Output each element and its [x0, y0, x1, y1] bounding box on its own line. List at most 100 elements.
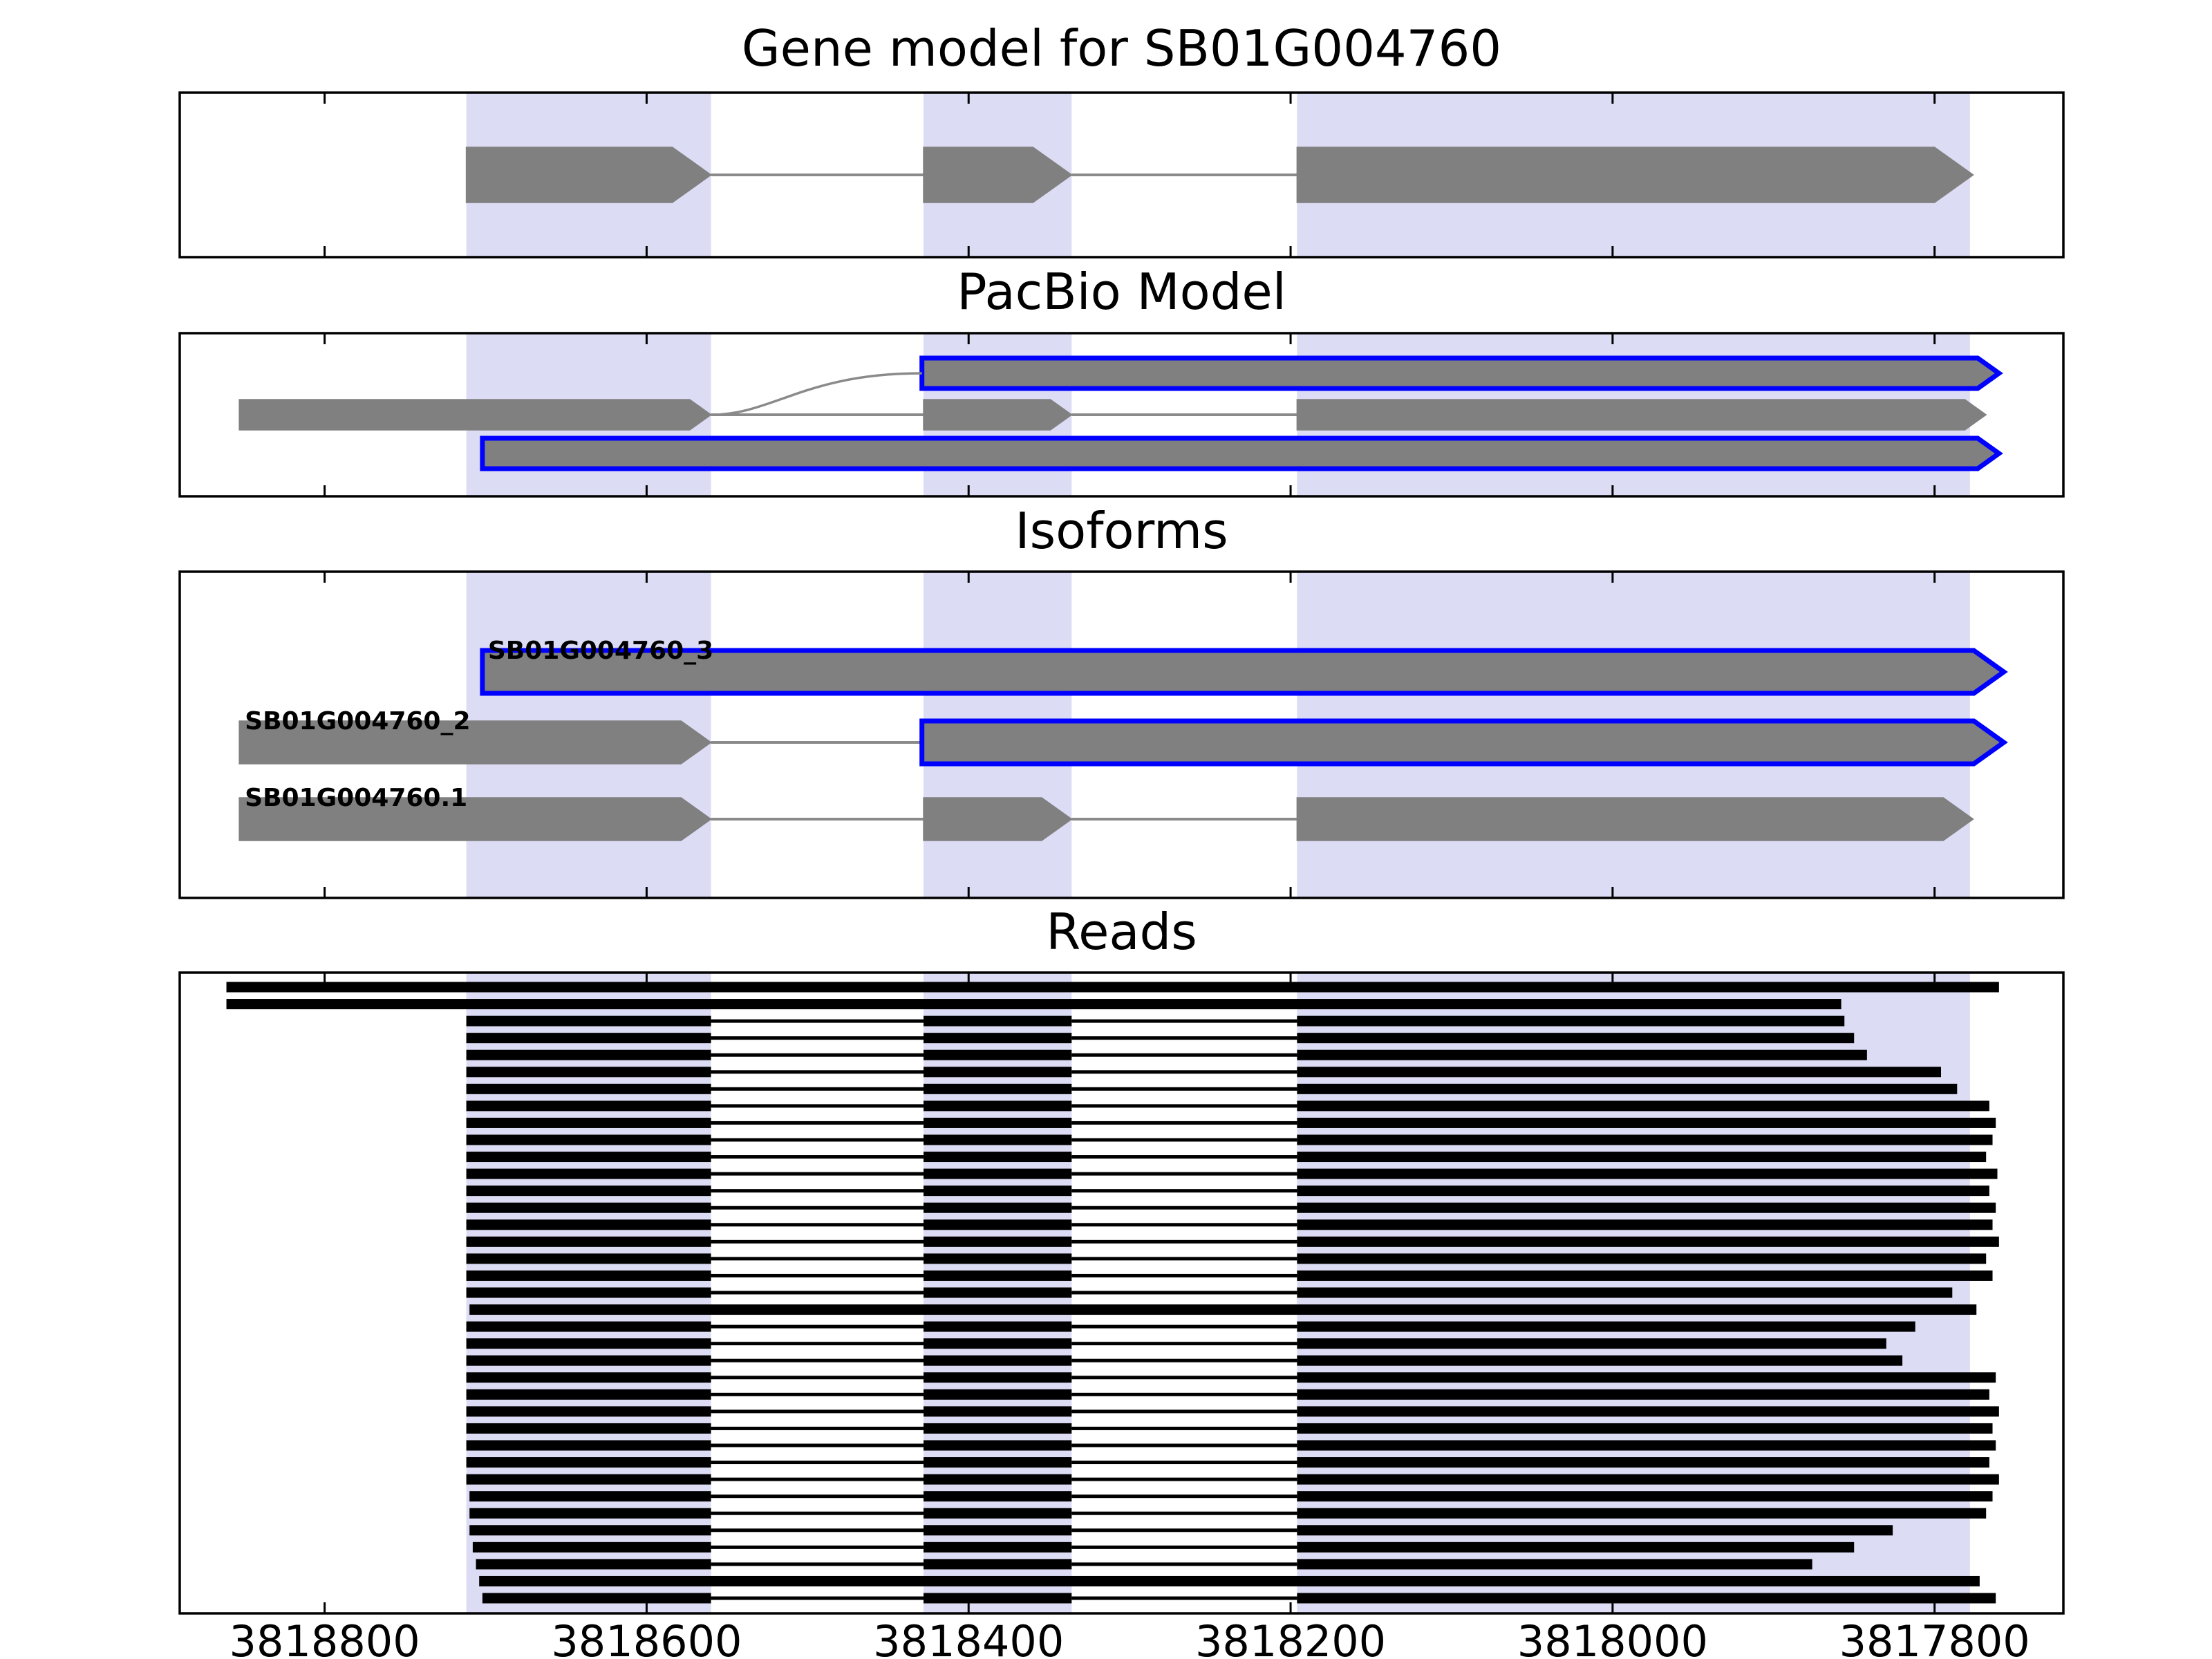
read-exon-bar: [466, 1015, 711, 1027]
read-exon-bar: [469, 1491, 711, 1502]
read-intron-line: [711, 1511, 924, 1515]
read-exon-bar: [1297, 1440, 1996, 1451]
read-exon-bar: [469, 1525, 711, 1536]
read-intron-line: [1071, 1138, 1297, 1142]
panel-border: [178, 332, 2065, 498]
read-exon-bar: [466, 1287, 711, 1298]
read-exon-bar: [1297, 1508, 1987, 1519]
read-exon-bar: [924, 1338, 1072, 1349]
read-intron-line: [711, 1461, 924, 1465]
read-intron-line: [1071, 1426, 1297, 1430]
read-exon-bar: [466, 1100, 711, 1112]
read-intron-line: [1071, 1392, 1297, 1396]
read-exon-bar: [466, 1355, 711, 1366]
read-intron-line: [711, 1596, 924, 1600]
read-intron-line: [1071, 1036, 1297, 1040]
read-exon-bar: [1297, 1134, 1993, 1145]
read-intron-line: [711, 1392, 924, 1396]
read-intron-line: [711, 1104, 924, 1108]
read-exon-bar: [466, 1423, 711, 1434]
exon-box: [465, 147, 712, 203]
read-intron-line: [711, 1545, 924, 1549]
read-exon-bar: [466, 1253, 711, 1264]
read-intron-line: [1071, 1511, 1297, 1515]
read-exon-bar: [1297, 1067, 1941, 1078]
read-intron-line: [1071, 1409, 1297, 1414]
panel-title-gene-model: Gene model for SB01G004760: [741, 19, 1502, 77]
read-intron-line: [1071, 1206, 1297, 1210]
read-intron-line: [1071, 1019, 1297, 1023]
read-intron-line: [1071, 1376, 1297, 1380]
read-intron-line: [711, 1562, 924, 1566]
read-exon-bar: [924, 1067, 1072, 1078]
read-exon-bar: [226, 999, 1841, 1010]
x-tick-label: 3818800: [229, 1616, 420, 1659]
read-exon-bar: [1297, 1185, 1989, 1197]
read-intron-line: [1071, 1070, 1297, 1074]
read-exon-bar: [924, 1236, 1072, 1247]
read-exon-bar: [1297, 1559, 1812, 1570]
read-exon-bar: [1297, 1423, 1993, 1434]
read-exon-bar: [924, 1372, 1072, 1383]
read-exon-bar: [226, 982, 1999, 993]
read-exon-bar: [924, 1033, 1072, 1044]
read-exon-bar: [479, 1575, 1980, 1586]
read-exon-bar: [1297, 1474, 1999, 1485]
read-exon-bar: [466, 1457, 711, 1468]
read-exon-bar: [466, 1067, 711, 1078]
exon-box: [923, 797, 1073, 841]
read-intron-line: [711, 1189, 924, 1193]
read-intron-line: [711, 1070, 924, 1074]
isoform-label: SB01G004760_2: [245, 707, 470, 735]
read-exon-bar: [469, 1508, 711, 1519]
read-exon-bar: [466, 1338, 711, 1349]
read-intron-line: [711, 1206, 924, 1210]
exon-box: [1296, 399, 1987, 431]
read-exon-bar: [924, 1049, 1072, 1060]
panel-border: [178, 91, 2065, 259]
read-intron-line: [711, 1273, 924, 1277]
read-intron-line: [1071, 1291, 1297, 1295]
read-exon-bar: [924, 1253, 1072, 1264]
read-exon-bar: [1297, 1491, 1993, 1502]
panel-title-reads: Reads: [1046, 903, 1197, 961]
x-tick-label: 3818600: [551, 1616, 742, 1659]
read-exon-bar: [924, 1219, 1072, 1230]
read-intron-line: [711, 1257, 924, 1261]
read-intron-line: [1071, 1155, 1297, 1159]
splice-arc: [711, 372, 922, 416]
isoform-label: SB01G004760.1: [245, 784, 467, 812]
read-exon-bar: [1297, 1593, 1996, 1604]
read-intron-line: [1071, 1257, 1297, 1261]
read-exon-bar: [924, 1440, 1072, 1451]
read-exon-bar: [1297, 1389, 1989, 1400]
read-exon-bar: [466, 1168, 711, 1179]
read-exon-bar: [1297, 1541, 1855, 1553]
read-exon-bar: [1297, 1083, 1958, 1094]
read-intron-line: [711, 1019, 924, 1023]
panel-title-isoforms: Isoforms: [1015, 502, 1228, 560]
read-intron-line: [711, 1528, 924, 1533]
read-intron-line: [711, 1121, 924, 1125]
read-exon-bar: [466, 1134, 711, 1145]
read-intron-line: [711, 1239, 924, 1244]
read-exon-bar: [466, 1389, 711, 1400]
read-intron-line: [711, 1155, 924, 1159]
read-exon-bar: [1297, 1049, 1867, 1060]
read-intron-line: [711, 1426, 924, 1430]
read-exon-bar: [924, 1015, 1072, 1027]
read-exon-bar: [1297, 1117, 1996, 1128]
isoform-label: SB01G004760_3: [488, 637, 713, 665]
read-exon-bar: [924, 1185, 1072, 1197]
read-intron-line: [1071, 1053, 1297, 1057]
x-tick-label: 3818400: [873, 1616, 1064, 1659]
read-intron-line: [711, 1172, 924, 1176]
read-exon-bar: [466, 1321, 711, 1332]
read-exon-bar: [924, 1474, 1072, 1485]
read-exon-bar: [472, 1541, 711, 1553]
read-exon-bar: [466, 1474, 711, 1485]
read-intron-line: [711, 1477, 924, 1481]
read-intron-line: [1071, 1528, 1297, 1533]
exon-box-blue: [480, 435, 2003, 471]
